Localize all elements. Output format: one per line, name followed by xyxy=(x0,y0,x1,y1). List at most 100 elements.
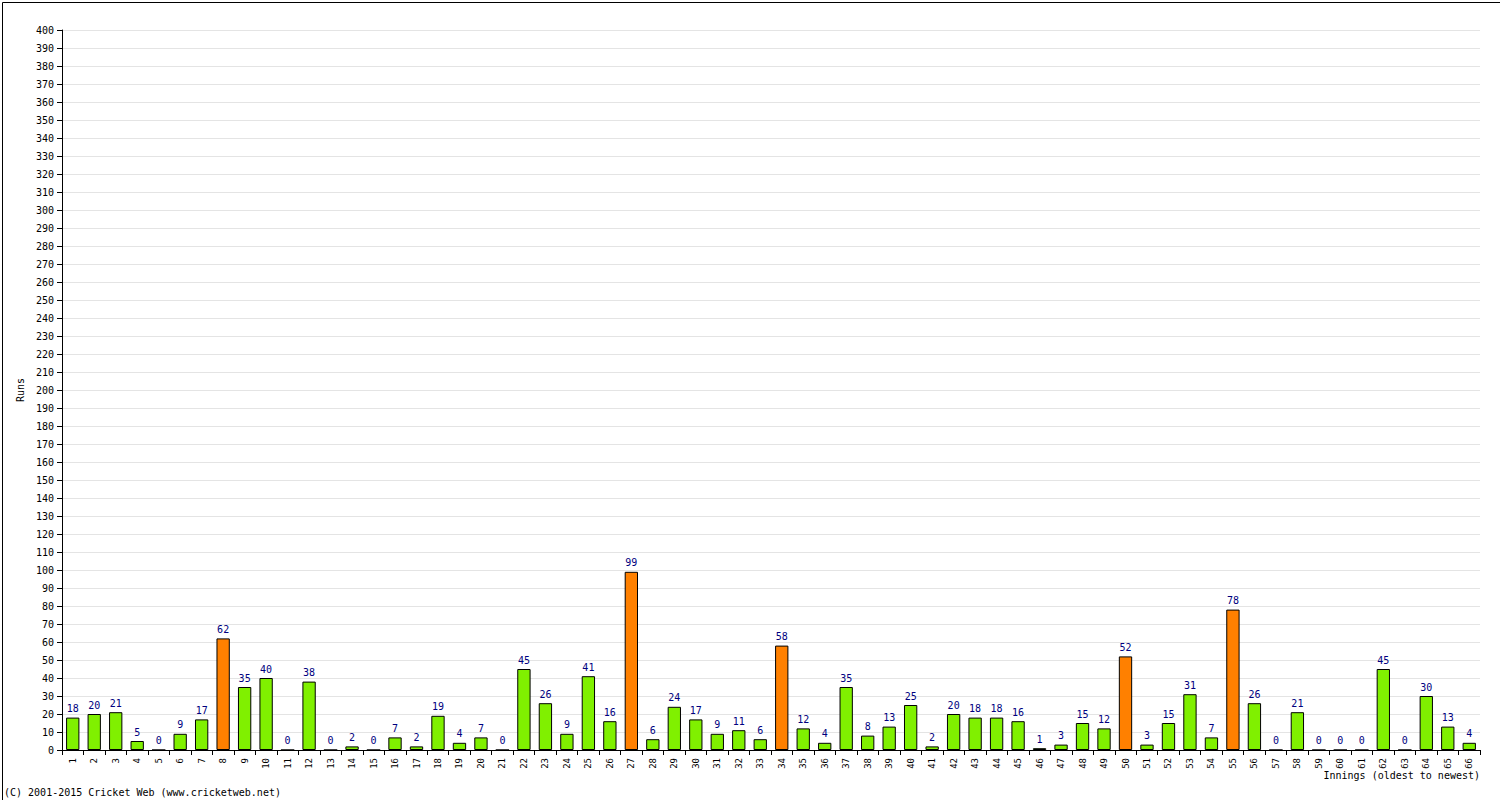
svg-text:160: 160 xyxy=(36,457,54,468)
svg-text:34: 34 xyxy=(777,758,787,769)
svg-text:340: 340 xyxy=(36,133,54,144)
svg-text:380: 380 xyxy=(36,61,54,72)
svg-text:15: 15 xyxy=(1162,709,1174,720)
svg-text:26: 26 xyxy=(1248,689,1260,700)
svg-text:33: 33 xyxy=(755,758,765,769)
svg-text:70: 70 xyxy=(42,619,54,630)
svg-text:2: 2 xyxy=(413,732,419,743)
svg-text:270: 270 xyxy=(36,259,54,270)
svg-text:4: 4 xyxy=(1466,728,1472,739)
svg-text:120: 120 xyxy=(36,529,54,540)
svg-text:13: 13 xyxy=(1442,712,1454,723)
svg-text:17: 17 xyxy=(196,705,208,716)
svg-text:47: 47 xyxy=(1056,758,1066,769)
svg-text:2: 2 xyxy=(89,758,99,763)
svg-text:280: 280 xyxy=(36,241,54,252)
svg-text:180: 180 xyxy=(36,421,54,432)
svg-text:18: 18 xyxy=(991,703,1003,714)
svg-text:35: 35 xyxy=(840,673,852,684)
svg-text:14: 14 xyxy=(347,758,357,769)
svg-text:40: 40 xyxy=(42,673,54,684)
svg-text:59: 59 xyxy=(1314,758,1324,769)
svg-text:5: 5 xyxy=(134,727,140,738)
svg-text:45: 45 xyxy=(1377,655,1389,666)
svg-text:6: 6 xyxy=(757,725,763,736)
svg-text:21: 21 xyxy=(110,698,122,709)
svg-text:18: 18 xyxy=(969,703,981,714)
svg-text:50: 50 xyxy=(1121,758,1131,769)
svg-text:52: 52 xyxy=(1119,642,1131,653)
svg-text:64: 64 xyxy=(1421,758,1431,769)
svg-text:46: 46 xyxy=(1035,758,1045,769)
svg-text:330: 330 xyxy=(36,151,54,162)
svg-text:15: 15 xyxy=(369,758,379,769)
svg-text:20: 20 xyxy=(476,758,486,769)
svg-text:170: 170 xyxy=(36,439,54,450)
svg-text:0: 0 xyxy=(499,735,505,746)
svg-text:30: 30 xyxy=(42,691,54,702)
svg-text:24: 24 xyxy=(562,758,572,769)
svg-text:43: 43 xyxy=(970,758,980,769)
svg-text:28: 28 xyxy=(648,758,658,769)
svg-text:44: 44 xyxy=(992,758,1002,769)
svg-text:190: 190 xyxy=(36,403,54,414)
svg-text:210: 210 xyxy=(36,367,54,378)
svg-text:0: 0 xyxy=(1273,735,1279,746)
svg-text:12: 12 xyxy=(797,714,809,725)
svg-text:3: 3 xyxy=(111,758,121,763)
svg-text:8: 8 xyxy=(865,721,871,732)
svg-text:38: 38 xyxy=(303,667,315,678)
svg-text:45: 45 xyxy=(518,655,530,666)
svg-text:9: 9 xyxy=(714,719,720,730)
svg-text:45: 45 xyxy=(1013,758,1023,769)
svg-text:11: 11 xyxy=(733,716,745,727)
svg-text:21: 21 xyxy=(497,758,507,769)
svg-text:0: 0 xyxy=(48,745,54,756)
svg-text:8: 8 xyxy=(218,758,228,763)
svg-text:60: 60 xyxy=(42,637,54,648)
svg-text:60: 60 xyxy=(1335,758,1345,769)
svg-text:61: 61 xyxy=(1357,758,1367,769)
svg-text:35: 35 xyxy=(798,758,808,769)
svg-text:400: 400 xyxy=(36,25,54,36)
svg-text:390: 390 xyxy=(36,43,54,54)
svg-text:24: 24 xyxy=(668,692,680,703)
svg-text:17: 17 xyxy=(412,758,422,769)
svg-text:6: 6 xyxy=(175,758,185,763)
svg-text:300: 300 xyxy=(36,205,54,216)
svg-text:16: 16 xyxy=(390,758,400,769)
svg-text:15: 15 xyxy=(1077,709,1089,720)
svg-text:30: 30 xyxy=(691,758,701,769)
svg-text:370: 370 xyxy=(36,79,54,90)
svg-text:16: 16 xyxy=(1012,707,1024,718)
svg-text:40: 40 xyxy=(260,664,272,675)
svg-text:0: 0 xyxy=(1402,735,1408,746)
svg-text:80: 80 xyxy=(42,601,54,612)
svg-text:49: 49 xyxy=(1099,758,1109,769)
svg-text:51: 51 xyxy=(1142,758,1152,769)
svg-text:35: 35 xyxy=(239,673,251,684)
svg-text:130: 130 xyxy=(36,511,54,522)
svg-text:41: 41 xyxy=(582,662,594,673)
svg-text:26: 26 xyxy=(605,758,615,769)
svg-text:29: 29 xyxy=(669,758,679,769)
svg-text:18: 18 xyxy=(67,703,79,714)
svg-text:17: 17 xyxy=(690,705,702,716)
svg-text:19: 19 xyxy=(432,701,444,712)
svg-text:1: 1 xyxy=(68,758,78,763)
svg-text:0: 0 xyxy=(285,735,291,746)
svg-text:19: 19 xyxy=(454,758,464,769)
svg-text:25: 25 xyxy=(905,691,917,702)
svg-text:27: 27 xyxy=(626,758,636,769)
svg-text:1: 1 xyxy=(1037,734,1043,745)
svg-text:65: 65 xyxy=(1443,758,1453,769)
svg-text:31: 31 xyxy=(1184,680,1196,691)
svg-text:290: 290 xyxy=(36,223,54,234)
svg-text:11: 11 xyxy=(283,758,293,769)
svg-text:23: 23 xyxy=(540,758,550,769)
svg-text:30: 30 xyxy=(1420,682,1432,693)
svg-text:57: 57 xyxy=(1271,758,1281,769)
svg-text:4: 4 xyxy=(822,728,828,739)
svg-text:150: 150 xyxy=(36,475,54,486)
svg-text:39: 39 xyxy=(884,758,894,769)
